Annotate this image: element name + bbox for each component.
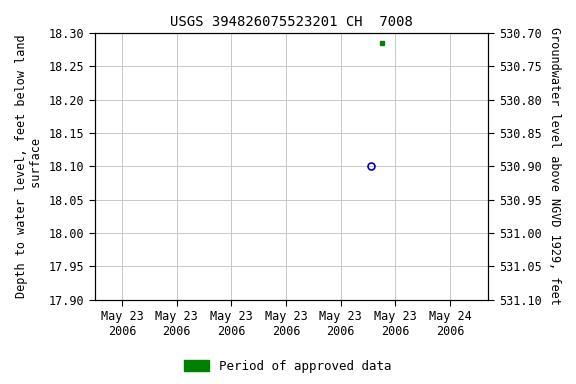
Y-axis label: Depth to water level, feet below land
 surface: Depth to water level, feet below land su…	[15, 35, 43, 298]
Legend: Period of approved data: Period of approved data	[179, 355, 397, 378]
Y-axis label: Groundwater level above NGVD 1929, feet: Groundwater level above NGVD 1929, feet	[548, 28, 561, 305]
Title: USGS 394826075523201 CH  7008: USGS 394826075523201 CH 7008	[170, 15, 413, 29]
